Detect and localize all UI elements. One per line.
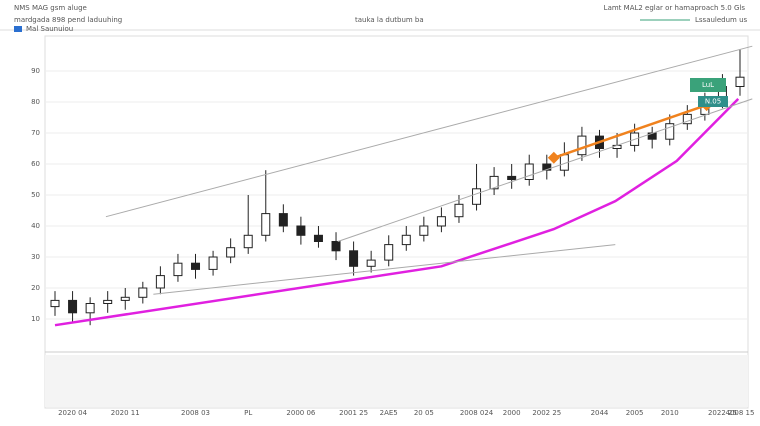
- candle-body: [243, 234, 253, 249]
- candle-body: [68, 299, 78, 314]
- candle-body: [419, 225, 429, 236]
- overlay-line: [553, 103, 708, 159]
- overlay-line: [337, 98, 753, 242]
- candle-body: [366, 259, 376, 267]
- overlay-line: [105, 45, 753, 218]
- subtitle: mardgada 898 pend laduuhing: [14, 16, 122, 24]
- candle-body: [173, 262, 183, 277]
- x-tick-label: 2002 25: [532, 409, 561, 417]
- plot-frame: [44, 35, 749, 409]
- candle-body: [349, 250, 359, 267]
- legend-swatch: [14, 26, 22, 32]
- candle-body: [454, 203, 464, 218]
- candle-body: [191, 262, 201, 270]
- header-right: Lamt MAL2 eglar or hamaproach 5.0 Gls: [604, 4, 746, 12]
- x-tick-label: 2001 25: [339, 409, 368, 417]
- overlay-marker: [547, 151, 560, 164]
- y-tick-label: 80: [31, 98, 40, 106]
- header-center: tauka la dutbum ba: [355, 16, 424, 24]
- overlay-line: [153, 244, 616, 295]
- price-tag-box: [698, 96, 728, 107]
- candle-body: [226, 247, 236, 258]
- x-tick-label: 20 05: [414, 409, 434, 417]
- candle-body: [313, 234, 323, 243]
- candle-body: [401, 234, 411, 246]
- x-tick-label: 2020 04: [58, 409, 87, 417]
- candle-body: [261, 213, 271, 236]
- x-tick-label: 2022 25: [708, 409, 737, 417]
- candle-body: [577, 135, 587, 156]
- candle-body: [542, 163, 552, 171]
- x-tick-label: 2010: [661, 409, 679, 417]
- candle-body: [50, 299, 60, 308]
- candle-body: [384, 244, 394, 261]
- title: NMS MAG gsm aluge: [14, 4, 87, 12]
- y-tick-label: 10: [31, 315, 40, 323]
- x-tick-label: 2000: [503, 409, 521, 417]
- x-tick-label: PL: [244, 409, 252, 417]
- candle-body: [296, 225, 306, 236]
- candle-body: [472, 188, 482, 205]
- candle-body: [331, 241, 341, 252]
- price-tag: N.05: [705, 98, 721, 106]
- candle-body: [120, 296, 130, 301]
- x-tick-label: 2005: [626, 409, 644, 417]
- candle-body: [155, 275, 165, 289]
- x-tick-label: 2AE5: [380, 409, 398, 417]
- candle-body: [524, 163, 534, 180]
- x-tick-label: 4008 15: [726, 409, 755, 417]
- x-tick-label: 2044: [591, 409, 609, 417]
- y-tick-label: 90: [31, 67, 40, 75]
- legend-1: Lssauledum us: [695, 16, 748, 24]
- candle-body: [489, 175, 499, 190]
- candle-body: [208, 256, 218, 270]
- candle-body: [278, 213, 288, 227]
- candle-body: [138, 287, 148, 298]
- candle-body: [103, 299, 113, 304]
- price-tag: LuL: [702, 81, 714, 89]
- x-tick-label: 2008 03: [181, 409, 210, 417]
- candle-body: [735, 76, 745, 87]
- y-tick-label: 70: [31, 129, 40, 137]
- candle-body: [682, 113, 692, 125]
- y-tick-label: 60: [31, 160, 40, 168]
- candle-body: [665, 123, 675, 140]
- x-tick-label: 2008 024: [460, 409, 494, 417]
- x-tick-label: 2000 06: [286, 409, 315, 417]
- candle-body: [436, 216, 446, 227]
- volume-pane: [45, 355, 748, 407]
- candle-body: [85, 303, 95, 314]
- candle-body: [507, 175, 517, 180]
- legend-sub: Mal Saunuiou: [26, 25, 73, 33]
- y-tick-label: 50: [31, 191, 40, 199]
- y-tick-label: 20: [31, 284, 40, 292]
- y-tick-label: 30: [31, 253, 40, 261]
- y-tick-label: 40: [31, 222, 40, 230]
- price-tag-box: [690, 78, 726, 92]
- overlay-line: [54, 98, 740, 327]
- x-tick-label: 2020 11: [111, 409, 140, 417]
